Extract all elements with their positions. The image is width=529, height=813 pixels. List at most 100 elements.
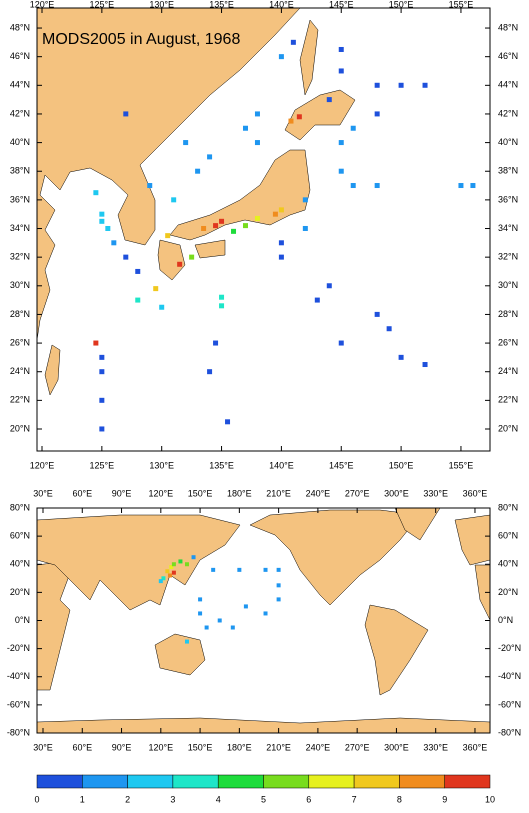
data-cell xyxy=(278,240,284,246)
data-cell xyxy=(225,419,231,425)
y-tick-label: 60°N xyxy=(10,531,30,541)
data-cell xyxy=(470,183,476,189)
data-cell xyxy=(338,340,344,346)
y-tick-label: -60°N xyxy=(7,699,30,709)
y-tick-label: 26°N xyxy=(498,337,518,347)
y-tick-label: 22°N xyxy=(10,395,30,405)
data-cell xyxy=(167,573,172,578)
data-cell xyxy=(105,225,111,231)
x-tick-label: 30°E xyxy=(33,488,53,498)
data-cell xyxy=(99,426,105,432)
y-tick-label: 20°N xyxy=(498,423,518,433)
data-cell xyxy=(93,340,99,346)
data-cell xyxy=(254,215,260,221)
y-tick-label: 30°N xyxy=(10,280,30,290)
data-cell xyxy=(374,183,380,189)
data-cell xyxy=(219,303,225,309)
data-cell xyxy=(314,297,320,303)
y-tick-label: 46°N xyxy=(498,51,518,61)
y-tick-label: 20°N xyxy=(10,423,30,433)
x-tick-label: 60°E xyxy=(72,742,92,752)
data-cell xyxy=(422,362,428,368)
land xyxy=(194,239,226,259)
x-tick-label: 30°E xyxy=(33,742,53,752)
x-tick-label: 135°E xyxy=(209,0,234,9)
y-tick-label: 40°N xyxy=(10,137,30,147)
data-cell xyxy=(111,240,117,246)
land xyxy=(157,239,186,281)
y-tick-label: 38°N xyxy=(498,166,518,176)
top-map-land xyxy=(36,7,356,396)
data-cell xyxy=(191,555,196,560)
x-tick-label: 155°E xyxy=(449,460,474,470)
data-cell xyxy=(198,597,203,602)
x-tick-label: 125°E xyxy=(90,460,115,470)
x-tick-label: 300°E xyxy=(384,742,409,752)
land xyxy=(249,509,421,606)
x-tick-label: 300°E xyxy=(384,488,409,498)
data-cell xyxy=(201,225,207,231)
data-cell xyxy=(231,228,237,234)
x-tick-label: 120°E xyxy=(30,460,55,470)
y-tick-label: 0°N xyxy=(498,615,513,625)
x-tick-label: 130°E xyxy=(149,0,174,9)
x-tick-label: 150°E xyxy=(389,460,414,470)
data-cell xyxy=(374,82,380,88)
y-tick-label: 36°N xyxy=(498,194,518,204)
colorbar-segment xyxy=(172,774,219,789)
y-tick-label: -40°N xyxy=(498,671,521,681)
colorbar-segment xyxy=(353,774,400,789)
x-tick-label: 140°E xyxy=(269,0,294,9)
y-tick-label: 48°N xyxy=(10,22,30,32)
colorbar-label: 8 xyxy=(397,794,402,804)
data-cell xyxy=(278,54,284,60)
data-cell xyxy=(276,583,281,588)
x-tick-label: 150°E xyxy=(188,742,213,752)
y-tick-label: 80°N xyxy=(498,502,518,512)
data-cell xyxy=(93,190,99,196)
x-tick-label: 140°E xyxy=(269,460,294,470)
data-cell xyxy=(178,559,183,564)
data-cell xyxy=(276,567,281,572)
y-tick-label: 38°N xyxy=(10,166,30,176)
y-tick-label: 34°N xyxy=(10,223,30,233)
colorbar-segment xyxy=(263,774,310,789)
data-cell xyxy=(374,111,380,117)
y-tick-label: -40°N xyxy=(7,671,30,681)
data-cell xyxy=(195,168,201,174)
data-cell xyxy=(153,286,159,292)
x-tick-label: 145°E xyxy=(329,0,354,9)
data-cell xyxy=(171,570,176,575)
land xyxy=(454,514,491,566)
x-tick-label: 150°E xyxy=(188,488,213,498)
data-cell xyxy=(183,140,189,146)
colorbar-label: 4 xyxy=(216,794,221,804)
data-cell xyxy=(242,125,248,131)
y-tick-label: 28°N xyxy=(498,309,518,319)
x-tick-label: 360°E xyxy=(463,488,488,498)
land xyxy=(169,149,311,241)
land xyxy=(36,7,301,341)
colorbar-segment xyxy=(82,774,128,789)
x-tick-label: 360°E xyxy=(463,742,488,752)
y-tick-label: 28°N xyxy=(10,309,30,319)
data-cell xyxy=(135,297,141,303)
data-cell xyxy=(263,567,268,572)
data-cell xyxy=(288,118,294,124)
y-tick-label: 36°N xyxy=(10,194,30,204)
data-cell xyxy=(398,354,404,360)
data-cell xyxy=(204,625,209,630)
data-cell xyxy=(171,562,176,567)
data-cell xyxy=(165,569,170,574)
y-tick-label: 20°N xyxy=(10,587,30,597)
data-cell xyxy=(219,218,225,224)
colorbar-label: 6 xyxy=(306,794,311,804)
y-tick-label: 42°N xyxy=(498,108,518,118)
x-tick-label: 120°E xyxy=(30,0,55,9)
data-cell xyxy=(290,39,296,45)
data-cell xyxy=(158,579,163,584)
colorbar-label: 1 xyxy=(80,794,85,804)
x-tick-label: 130°E xyxy=(149,460,174,470)
data-cell xyxy=(278,207,284,213)
x-tick-label: 180°E xyxy=(227,742,252,752)
